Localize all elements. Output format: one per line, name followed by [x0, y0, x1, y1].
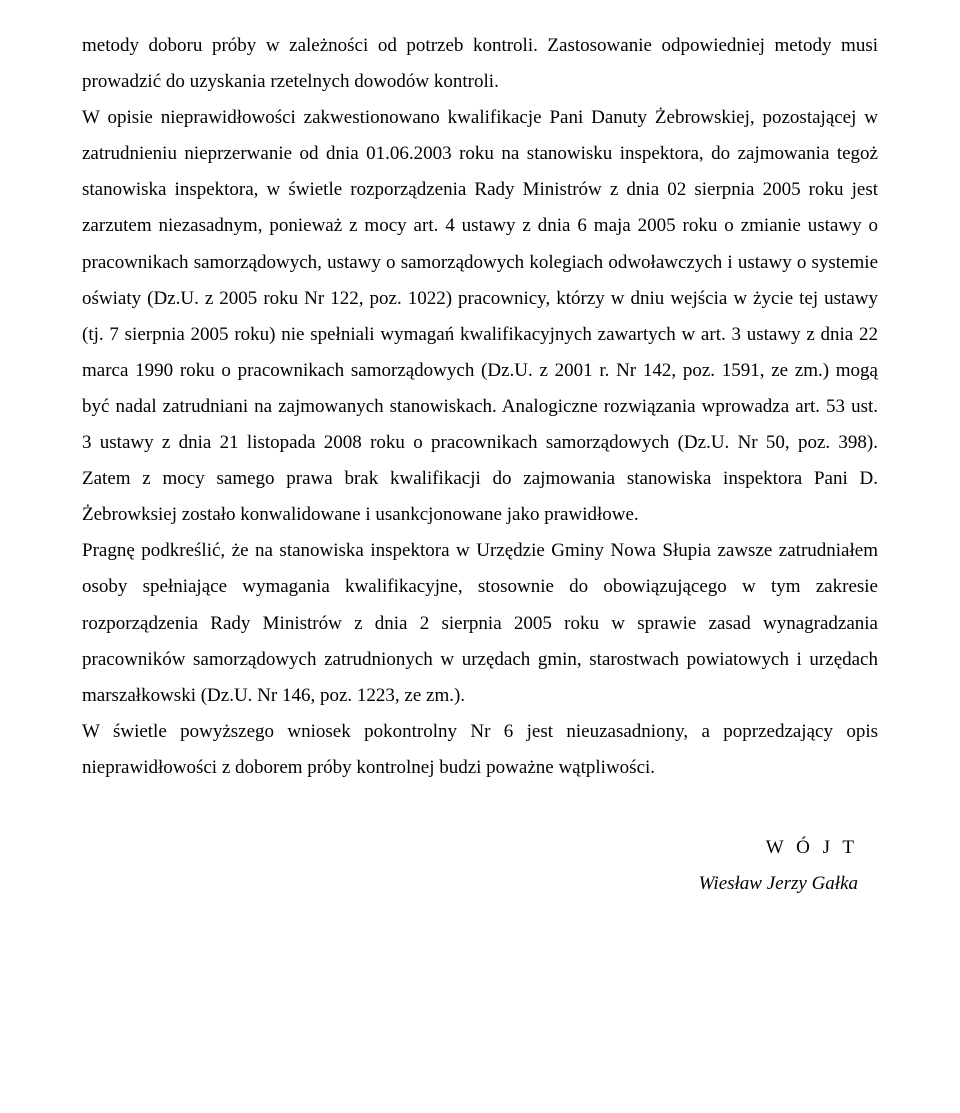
document-page: metody doboru próby w zależności od potr… [0, 0, 960, 1113]
paragraph-3: Pragnę podkreślić, że na stanowiska insp… [82, 533, 878, 713]
paragraph-4: W świetle powyższego wniosek pokontrolny… [82, 714, 878, 786]
paragraph-1: metody doboru próby w zależności od potr… [82, 28, 878, 100]
signature-block: W Ó J T Wiesław Jerzy Gałka [82, 830, 878, 902]
paragraph-2: W opisie nieprawidłowości zakwestionowan… [82, 100, 878, 533]
signature-title: W Ó J T [82, 830, 858, 866]
signature-name: Wiesław Jerzy Gałka [82, 866, 858, 902]
